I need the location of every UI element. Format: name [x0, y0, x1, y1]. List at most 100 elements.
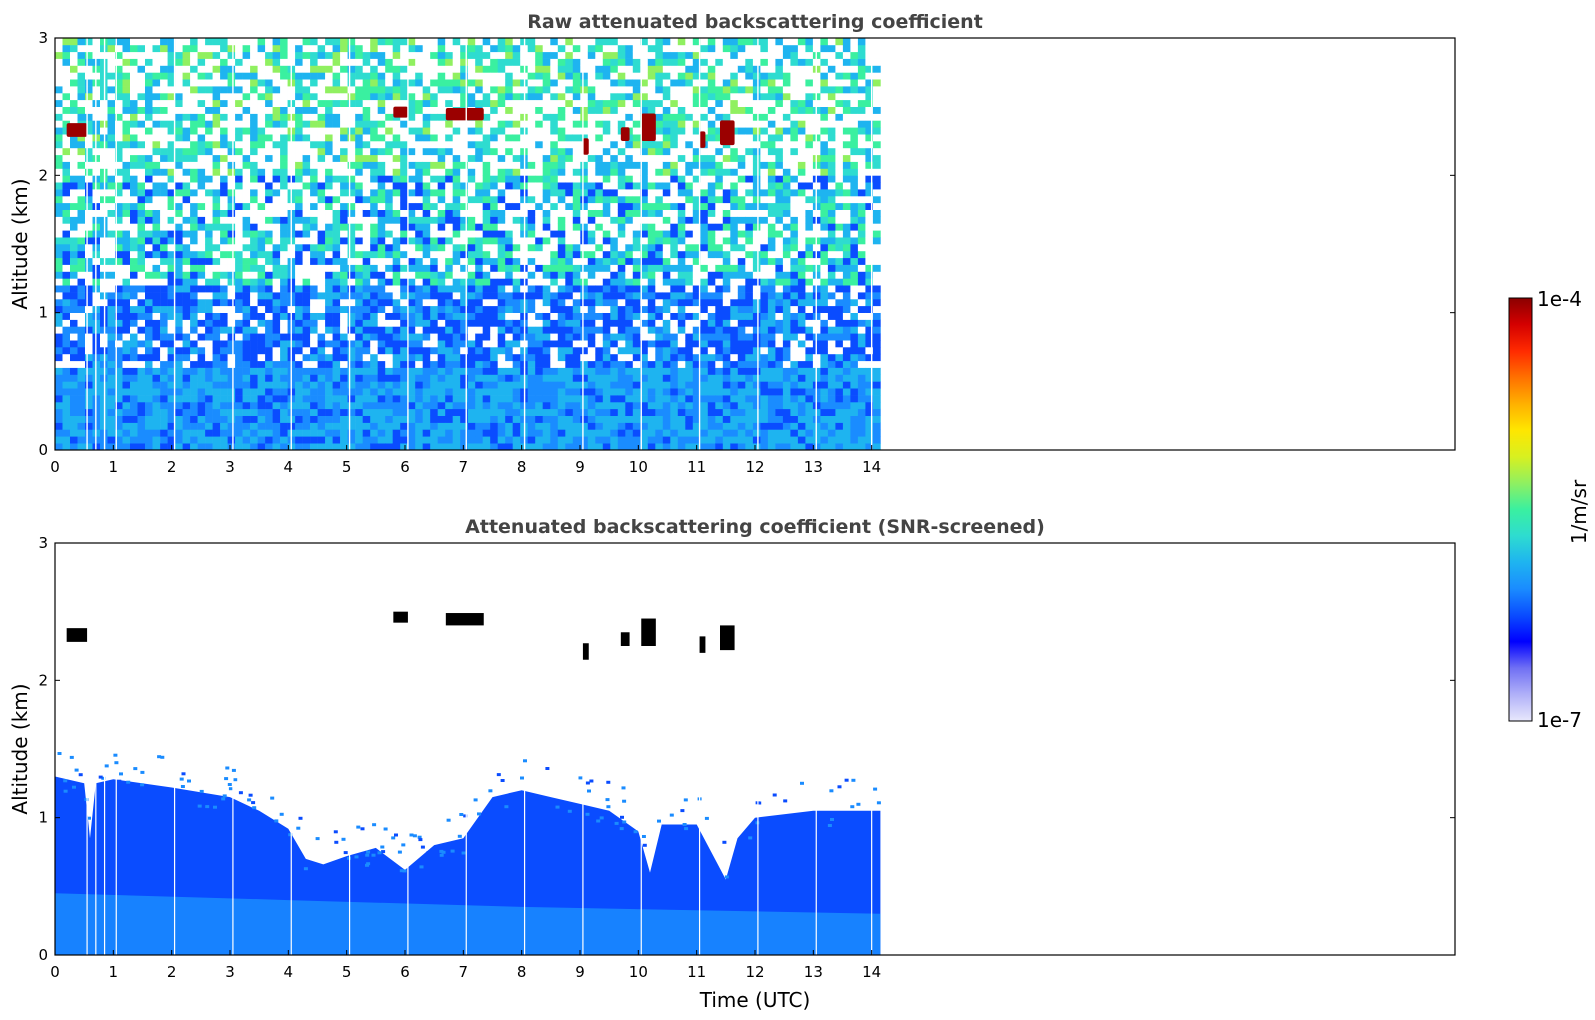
- heatmap-cell: [340, 202, 348, 210]
- heatmap-cell: [640, 147, 649, 156]
- heatmap-cell: [317, 223, 326, 231]
- heatmap-cell: [272, 113, 281, 121]
- heatmap-cell: [362, 278, 371, 286]
- heatmap-cell: [445, 195, 453, 204]
- heatmap-cell: [400, 44, 408, 53]
- heatmap-cell: [670, 257, 679, 265]
- heatmap-cell: [385, 216, 393, 224]
- heatmap-cell: [505, 360, 513, 368]
- heatmap-cell: [587, 298, 596, 307]
- heatmap-cell: [250, 106, 258, 114]
- heatmap-cell: [535, 415, 543, 423]
- heatmap-cell: [212, 257, 221, 265]
- heatmap-cell: [535, 58, 543, 66]
- heatmap-cell: [212, 113, 221, 121]
- heatmap-cell: [197, 161, 206, 169]
- heatmap-cell: [655, 250, 664, 259]
- heatmap-cell: [655, 244, 664, 252]
- heatmap-cell: [572, 312, 581, 320]
- heatmap-cell: [527, 237, 536, 245]
- heatmap-cell: [332, 401, 341, 410]
- heatmap-cell: [302, 415, 311, 423]
- heatmap-cell: [190, 401, 198, 410]
- heatmap-cell: [392, 271, 401, 279]
- heatmap-cell: [302, 278, 311, 286]
- heatmap-cell: [340, 168, 348, 176]
- heatmap-cell: [512, 347, 521, 355]
- heatmap-cell: [340, 353, 348, 362]
- heatmap-cell: [512, 443, 521, 450]
- heatmap-cell: [160, 106, 168, 114]
- heatmap-cell: [512, 113, 521, 121]
- heatmap-cell: [542, 113, 551, 121]
- heatmap-cell: [325, 429, 333, 437]
- heatmap-cell: [137, 161, 146, 169]
- heatmap-cell: [310, 353, 318, 362]
- heatmap-cell: [347, 360, 356, 368]
- heatmap-cell: [505, 209, 513, 217]
- heatmap-cell: [130, 367, 138, 375]
- heatmap-cell: [257, 72, 266, 80]
- heatmap-cell: [377, 305, 386, 313]
- heatmap-cell: [130, 44, 138, 53]
- heatmap-cell: [430, 353, 438, 362]
- heatmap-cell: [655, 326, 664, 334]
- heatmap-cell: [602, 113, 611, 121]
- heatmap-cell: [595, 79, 604, 87]
- heatmap-cell: [220, 360, 228, 368]
- heatmap-cell: [190, 72, 198, 80]
- heatmap-cell: [467, 175, 476, 183]
- heatmap-cell: [587, 161, 596, 169]
- heatmap-cell: [437, 65, 446, 73]
- heatmap-cell: [482, 168, 491, 176]
- heatmap-cell: [385, 161, 393, 169]
- heatmap-cell: [205, 209, 213, 217]
- heatmap-cell: [595, 209, 604, 217]
- heatmap-cell: [310, 99, 318, 107]
- heatmap-cell: [85, 340, 93, 348]
- heatmap-cell: [122, 154, 131, 162]
- heatmap-cell: [580, 374, 589, 382]
- heatmap-cell: [370, 395, 378, 403]
- heatmap-cell: [355, 436, 363, 444]
- heatmap-cell: [407, 278, 416, 286]
- heatmap-cell: [415, 401, 423, 410]
- heatmap-cell: [475, 237, 483, 245]
- heatmap-cell: [452, 237, 461, 245]
- heatmap-cell: [77, 257, 86, 265]
- heatmap-cell: [107, 44, 116, 53]
- heatmap-cell: [220, 154, 228, 162]
- heatmap-cell: [550, 154, 559, 162]
- panel-raw: Raw attenuated backscattering coefficien…: [8, 11, 1456, 476]
- heatmap-cell: [130, 58, 138, 66]
- heatmap-cell: [212, 374, 221, 382]
- heatmap-cell: [257, 99, 266, 107]
- heatmap-cell: [347, 374, 356, 382]
- heatmap-cell: [535, 292, 543, 300]
- heatmap-cell: [242, 443, 251, 450]
- heatmap-cell: [107, 312, 116, 320]
- heatmap-cell: [205, 305, 213, 313]
- heatmap-cell: [482, 113, 491, 121]
- heatmap-cell: [167, 374, 176, 382]
- heatmap-cell: [265, 285, 273, 293]
- heatmap-cell: [145, 175, 153, 183]
- heatmap-cell: [415, 250, 423, 259]
- heatmap-cell: [242, 408, 251, 416]
- heatmap-cell: [415, 141, 423, 149]
- heatmap-cell: [535, 360, 543, 368]
- heatmap-cell: [640, 72, 649, 80]
- heatmap-cell: [512, 353, 521, 362]
- heatmap-cell: [542, 264, 551, 272]
- heatmap-cell: [250, 443, 258, 450]
- heatmap-cell: [302, 244, 311, 252]
- heatmap-cell: [415, 120, 423, 128]
- heatmap-cell: [370, 374, 378, 382]
- heatmap-cell: [317, 147, 326, 156]
- heatmap-cell: [317, 367, 326, 375]
- heatmap-cell: [677, 347, 686, 355]
- heatmap-cell: [595, 312, 604, 320]
- heatmap-cell: [85, 38, 93, 46]
- heatmap-cell: [557, 374, 566, 382]
- heatmap-cell: [617, 271, 626, 279]
